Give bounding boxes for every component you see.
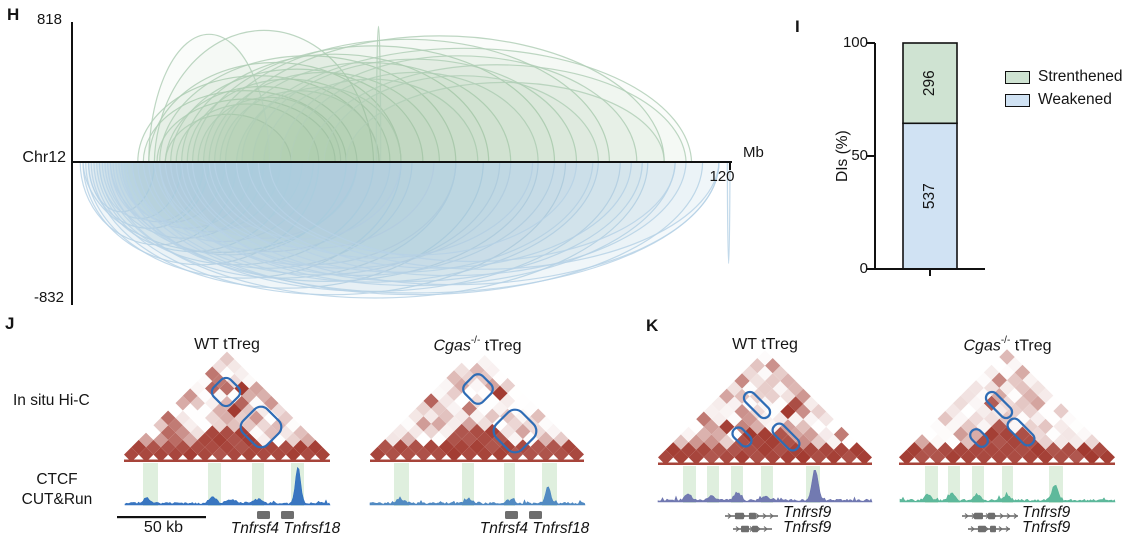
row-label-ctcf: CTCF — [36, 471, 78, 488]
panel-h-chrom-label: Chr12 — [22, 149, 66, 166]
panel-k-wt-gene-top-label: Tnfrsf9 — [783, 504, 832, 521]
legend-swatch-strengthened — [1005, 71, 1030, 84]
panel-j-wt-genes-label: Tnfrsf4 Tnfrsf18 — [230, 520, 341, 537]
panel-j-wt-title: WT tTreg — [194, 336, 260, 353]
hic-panel-k-cgas — [899, 349, 1116, 533]
panel-h-label: H — [7, 5, 20, 24]
panel-h-xmax: 120 — [709, 168, 735, 185]
legend-label-strengthened: Strenthened — [1038, 68, 1123, 85]
hic-triangle — [370, 347, 584, 462]
hic-panel-k-wt — [657, 350, 873, 533]
panel-k-wt-gene-bottom-label: Tnfrsf9 — [783, 519, 832, 536]
hic-panel-j-cgas — [369, 347, 586, 519]
cutrun-track — [657, 469, 873, 503]
arc-plot-axes — [71, 22, 732, 305]
cutrun-track — [899, 484, 1116, 503]
panel-h-ymax: 818 — [36, 11, 62, 28]
ctcf-highlight-bands — [143, 463, 304, 506]
panel-h-x-unit: Mb — [743, 144, 764, 161]
panel-k-cgas-title: Cgas-/- tTreg — [963, 335, 1052, 355]
arc-plot-strengthened — [137, 25, 693, 163]
arc-plot-weakened — [79, 161, 731, 299]
panel-k-wt-title: WT tTreg — [732, 336, 798, 353]
ctcf-highlight-bands — [683, 466, 820, 503]
panel-h-ymin: -832 — [33, 289, 64, 306]
row-label-cutrun: CUT&Run — [21, 491, 93, 508]
bar-chart — [867, 42, 985, 276]
loop-annotations — [210, 376, 283, 449]
cutrun-track — [124, 466, 331, 506]
row-label-in-situ-hic: In situ Hi-C — [13, 392, 90, 409]
panel-j-label: J — [5, 314, 15, 333]
legend-label-weakened: Weakened — [1038, 91, 1112, 108]
cutrun-track — [369, 486, 586, 506]
scale-bar-label: 50 kb — [143, 519, 184, 536]
panel-i-weakened-count: 537 — [920, 183, 938, 210]
gene-glyphs — [725, 512, 778, 533]
ctcf-highlight-bands — [394, 463, 557, 506]
panel-i-tick-100: 100 — [842, 34, 868, 51]
gene-glyphs — [962, 512, 1018, 533]
panel-k-cgas-gene-bottom-label: Tnfrsf9 — [1022, 519, 1071, 536]
ctcf-highlight-bands — [925, 466, 1063, 503]
gene-glyphs — [257, 511, 294, 519]
panel-j-cgas-title: Cgas-/- tTreg — [433, 335, 522, 355]
panel-i-tick-50: 50 — [851, 147, 868, 164]
panel-i-tick-0: 0 — [859, 260, 868, 277]
panel-i-y-axis-label: DIs (%) — [833, 130, 851, 182]
hic-panel-j-wt — [124, 351, 331, 519]
hic-triangle — [899, 349, 1115, 465]
scale-bar — [117, 516, 206, 519]
panel-i-strengthened-count: 296 — [920, 70, 938, 97]
loop-annotations — [731, 390, 801, 452]
hic-triangle — [658, 350, 872, 465]
legend-swatch-weakened — [1005, 94, 1030, 107]
loop-annotations — [462, 373, 538, 454]
gene-glyphs — [505, 511, 542, 519]
panel-k-cgas-gene-top-label: Tnfrsf9 — [1022, 504, 1071, 521]
panel-i-label: I — [795, 17, 800, 36]
loop-annotations — [969, 390, 1036, 448]
panel-j-cgas-genes-label: Tnfrsf4 Tnfrsf18 — [479, 520, 590, 537]
hic-triangle — [124, 351, 330, 462]
panel-k-label: K — [646, 316, 659, 335]
